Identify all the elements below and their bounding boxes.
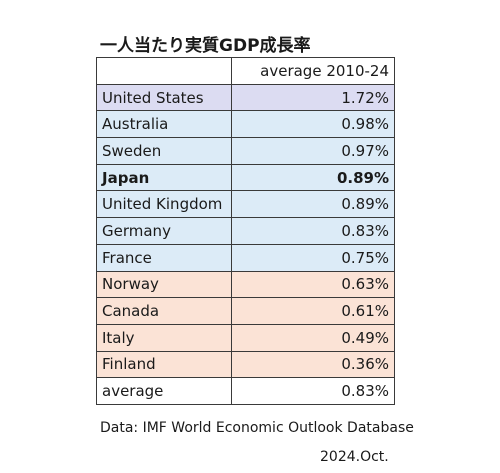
country-cell: United Kingdom xyxy=(96,190,232,219)
value-cell: 0.61% xyxy=(231,297,395,325)
table-header-row: average 2010-24 xyxy=(96,57,395,85)
table-row: Japan 0.89% xyxy=(96,163,395,192)
table-row: Norway 0.63% xyxy=(96,270,395,299)
table-body: average 2010-24 United States 1.72% Austra… xyxy=(96,57,395,405)
value-cell: 0.83% xyxy=(231,217,395,245)
growth-table: average 2010-24 United States 1.72% Austra… xyxy=(96,57,395,405)
value-cell: 0.83% xyxy=(231,377,395,405)
table-row: Italy 0.49% xyxy=(96,323,395,352)
table-row: Australia 0.98% xyxy=(96,110,395,139)
country-cell: Canada xyxy=(96,297,232,325)
table-row: Finland 0.36% xyxy=(96,350,395,379)
country-cell: Italy xyxy=(96,323,232,352)
country-cell: Sweden xyxy=(96,137,232,165)
value-cell: 0.89% xyxy=(231,190,395,219)
chart-title: 一人当たり実質GDP成長率 xyxy=(100,36,311,56)
table-row: United Kingdom 0.89% xyxy=(96,190,395,219)
country-cell: Australia xyxy=(96,110,232,139)
value-cell: 0.75% xyxy=(231,243,395,272)
header-cell-average: average 2010-24 xyxy=(231,57,395,85)
value-cell: 0.89% xyxy=(231,163,395,192)
country-cell: Germany xyxy=(96,217,232,245)
value-cell: 0.98% xyxy=(231,110,395,139)
country-cell: Norway xyxy=(96,270,232,299)
value-cell: 1.72% xyxy=(231,83,395,112)
country-cell: average xyxy=(96,377,232,405)
date-note: 2024.Oct. xyxy=(320,449,389,465)
value-cell: 0.36% xyxy=(231,350,395,379)
table-row: France 0.75% xyxy=(96,243,395,272)
country-cell: United States xyxy=(96,83,232,112)
table-row: Canada 0.61% xyxy=(96,297,395,325)
country-cell: France xyxy=(96,243,232,272)
value-cell: 0.49% xyxy=(231,323,395,352)
table-row: average 0.83% xyxy=(96,377,395,405)
country-cell: Finland xyxy=(96,350,232,379)
header-cell-country xyxy=(96,57,232,85)
table-row: Germany 0.83% xyxy=(96,217,395,245)
value-cell: 0.97% xyxy=(231,137,395,165)
country-cell: Japan xyxy=(96,163,232,192)
table-row: United States 1.72% xyxy=(96,83,395,112)
table-row: Sweden 0.97% xyxy=(96,137,395,165)
source-note: Data: IMF World Economic Outlook Databas… xyxy=(100,420,414,436)
value-cell: 0.63% xyxy=(231,270,395,299)
